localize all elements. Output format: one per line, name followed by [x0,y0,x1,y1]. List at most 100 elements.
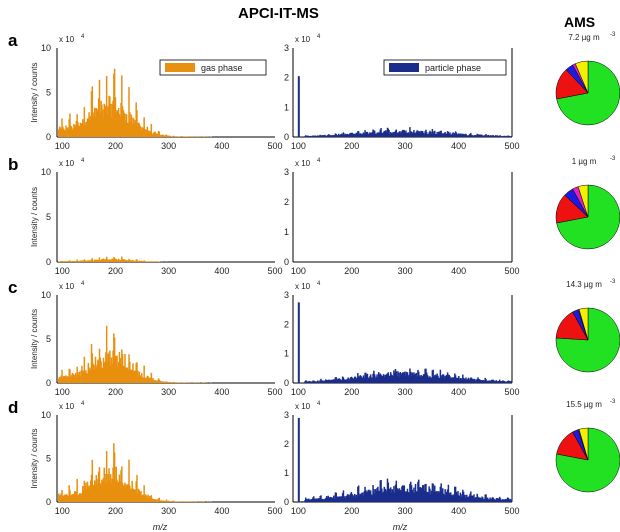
gas-bar [66,261,68,262]
gas-multiplier: x 10 [59,159,75,168]
particle-ytick-0: 0 [284,378,289,388]
particle-bar [395,129,398,137]
particle-ytick-1: 1 [284,468,289,478]
particle-bar [382,374,385,383]
particle-bar [337,135,339,137]
particle-bar [454,375,457,383]
particle-bar [492,135,494,137]
gas-bar [107,353,110,383]
particle-bar [430,377,433,383]
gas-bar [128,87,130,137]
gas-xtick-500: 500 [267,506,282,516]
particle-bar [465,377,467,383]
particle-bar [376,488,378,502]
gas-bar [74,260,76,262]
gas-bar [126,122,129,137]
particle-bar [372,485,374,502]
particle-bar [308,136,310,137]
particle-bar [392,491,394,502]
particle-bar [335,133,337,137]
particle-bar [478,379,480,383]
particle-bar [361,134,364,137]
particle-bar [504,135,507,137]
gas-bar [137,376,140,383]
particle-bar [434,130,436,137]
gas-bar [166,135,169,137]
gas-bar [137,488,140,502]
gas-bar [58,376,61,383]
particle-bar [340,496,342,502]
gas-bar [95,107,98,137]
particle-bar [301,501,303,502]
particle-bar [377,377,379,383]
particle-xtick-200: 200 [344,266,359,276]
gas-bar [150,261,153,262]
gas-bar [152,499,154,502]
particle-bar [407,132,410,137]
gas-bar [148,261,150,262]
gas-bar [97,471,100,502]
particle-bar [421,130,423,137]
gas-bar [142,261,145,262]
particle-xtick-500: 500 [504,506,519,516]
gas-bar [111,258,113,262]
particle-bar [455,132,458,137]
particle-bar [314,381,317,383]
particle-bar [462,491,465,502]
gas-bar [170,382,173,383]
particle-bar [423,134,426,137]
gas-bar [109,480,111,502]
particle-bar [474,380,477,383]
particle-bar [463,134,466,137]
gas-bar [75,120,78,137]
gas-bar [94,356,97,383]
gas-xtick-500: 500 [267,387,282,397]
gas-bar [99,260,102,262]
particle-bar [458,495,460,502]
particle-bar [405,130,407,137]
ams-total-exp: -3 [610,399,616,405]
gas-bar [62,496,65,502]
particle-ytick-0: 0 [284,132,289,142]
particle-bar [381,493,384,502]
gas-bar [97,483,99,502]
gas-bar [100,260,102,262]
gas-bar [137,261,140,262]
gas-bar [66,377,68,383]
particle-bar [486,135,489,137]
particle-bar [503,135,506,137]
particle-bar [403,130,406,137]
gas-bar [94,117,97,137]
particle-bar [369,374,372,383]
particle-bar [495,380,498,383]
gas-bar [99,112,102,137]
particle-bar [320,135,322,137]
gas-bar [102,258,105,262]
particle-bar [493,381,495,383]
particle-bar [396,132,398,137]
gas-bar [74,374,76,383]
gas-bar [139,125,141,137]
particle-bar [327,134,329,137]
gas-bar [109,474,112,502]
particle-bar [418,375,421,383]
particle-bar [352,497,354,502]
particle-bar [329,380,332,383]
gas-bar [101,104,103,137]
particle-bar [502,380,505,383]
gas-bar [128,258,130,262]
gas-bar [114,356,117,383]
gas-bar [96,108,98,137]
particle-bar [328,379,330,383]
particle-bar [483,498,486,502]
gas-bar [78,493,81,502]
pie-slice-yellow [577,184,589,218]
particle-bar [461,380,463,383]
particle-bar [472,379,474,383]
gas-bar [112,259,114,262]
particle-bar [316,381,318,383]
particle-bar [505,136,507,137]
gas-bar [148,498,150,502]
particle-bar [434,374,437,383]
particle-bar [409,127,411,137]
